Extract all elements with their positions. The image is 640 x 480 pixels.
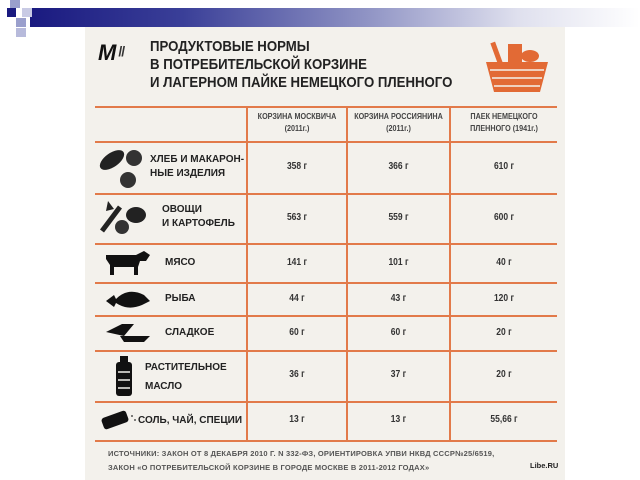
- table-cell-value: 20 г: [496, 327, 512, 338]
- column-divider: [246, 106, 248, 440]
- table-rule: [95, 315, 557, 317]
- table-rule: [95, 282, 557, 284]
- table-rule: [95, 401, 557, 403]
- sweets-icon: [106, 324, 150, 342]
- row-label-fish: РЫБА: [165, 293, 196, 304]
- bread-icon: [99, 150, 142, 188]
- logo: M//: [98, 40, 125, 65]
- infographic-title: ПРОДУКТОВЫЕ НОРМЫ В ПОТРЕБИТЕЛЬСКОЙ КОРЗ…: [150, 38, 453, 91]
- table-cell-value: 20 г: [496, 369, 512, 380]
- column-divider: [449, 106, 451, 440]
- decor-square: [7, 8, 16, 17]
- table-cell-value: 37 г: [390, 369, 407, 380]
- salt-shaker-icon: [101, 410, 136, 430]
- table-cell-value: 40 г: [496, 257, 512, 268]
- table-cell-value: 120 г: [493, 293, 515, 304]
- decor-square: [16, 28, 26, 37]
- table-cell-value: 44 г: [289, 293, 305, 304]
- row-label-oil: РАСТИТЕЛЬНОЕ МАСЛО: [145, 362, 227, 392]
- table-cell-value: 559 г: [388, 212, 409, 223]
- row-label-bread: ХЛЕБ И МАКАРОН- НЫЕ ИЗДЕЛИЯ: [150, 154, 245, 179]
- vegetables-icon: [100, 201, 146, 234]
- table-cell-value: 366 г: [388, 161, 409, 172]
- table-rule: [95, 350, 557, 352]
- oil-bottle-icon: [116, 356, 132, 396]
- row-label-sweets: СЛАДКОЕ: [165, 327, 215, 338]
- row-label-salt: СОЛЬ, ЧАЙ, СПЕЦИИ: [138, 415, 243, 426]
- table-cell-value: 36 г: [289, 369, 305, 380]
- column-header-moscow: КОРЗИНА МОСКВИЧА (2011г.): [257, 112, 337, 133]
- table-rule: [95, 106, 557, 108]
- table-cell-value: 358 г: [286, 161, 308, 172]
- table-cell-value: 60 г: [289, 327, 305, 338]
- fish-icon: [106, 291, 150, 308]
- infographic-panel: [85, 27, 565, 480]
- table-cell-value: 43 г: [390, 293, 407, 304]
- table-rule: [95, 440, 557, 442]
- decor-square: [10, 0, 20, 8]
- table-cell-value: 610 г: [493, 161, 515, 172]
- row-label-meat: МЯСО: [165, 257, 196, 268]
- table-cell-value: 563 г: [286, 212, 308, 223]
- table-cell-value: 55,66 г: [490, 414, 518, 425]
- table-cell-value: 600 г: [493, 212, 515, 223]
- table-cell-value: 13 г: [289, 414, 305, 425]
- table-cell-value: 141 г: [286, 257, 308, 268]
- column-header-prisoner: ПАЕК НЕМЕЦКОГО ПЛЕННОГО (1941г.): [470, 112, 538, 133]
- column-divider: [346, 106, 348, 440]
- cow-icon: [106, 251, 150, 275]
- table-rule: [95, 243, 557, 245]
- basket-icon: [486, 41, 548, 92]
- table-cell-value: 101 г: [388, 257, 409, 268]
- brand-label: Libe.RU: [530, 461, 559, 470]
- table-rule: [95, 193, 557, 195]
- decor-square: [22, 8, 32, 17]
- decor-square: [16, 18, 26, 27]
- sources-line-1: ИСТОЧНИКИ: ЗАКОН ОТ 8 ДЕКАБРЯ 2010 Г. N …: [108, 449, 495, 458]
- table-cell-value: 13 г: [390, 414, 407, 425]
- table-cell-value: 60 г: [390, 327, 407, 338]
- row-label-vegetables: ОВОЩИ И КАРТОФЕЛЬ: [162, 204, 235, 229]
- slide-title-bar: [30, 8, 640, 27]
- sources-line-2: ЗАКОН «О ПОТРЕБИТЕЛЬСКОЙ КОРЗИНЕ В ГОРОД…: [108, 463, 430, 472]
- table-rule: [95, 141, 557, 143]
- column-header-russia: КОРЗИНА РОССИЯНИНА (2011г.): [354, 112, 443, 133]
